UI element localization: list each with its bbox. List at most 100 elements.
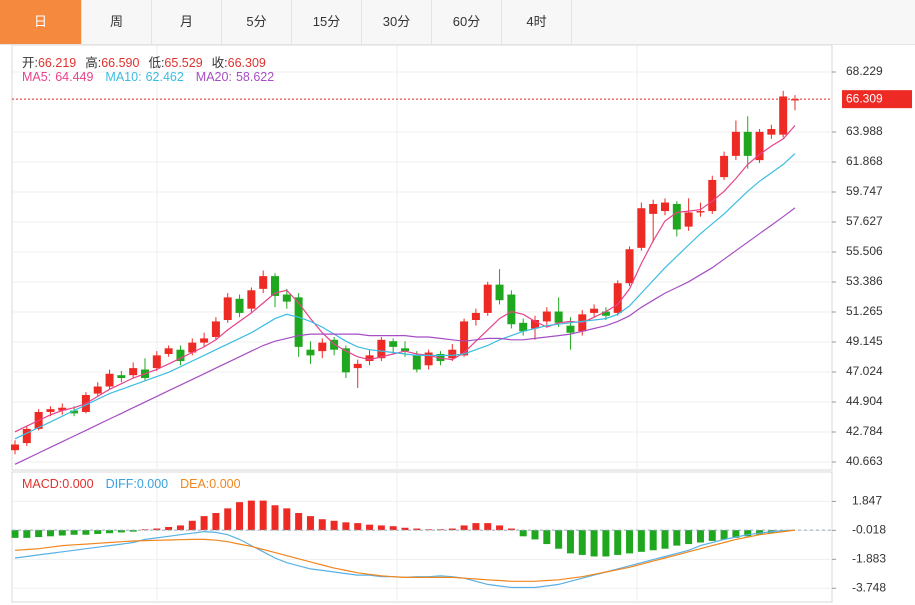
macd-bar [637,530,645,552]
tab[interactable]: 60分 [432,0,502,44]
macd-bar [306,516,314,531]
macd-bar [496,525,504,531]
candle-body [46,409,55,412]
tab[interactable]: 日 [0,0,82,44]
macd-bar [165,526,173,531]
y-tick-label: 59.747 [846,184,883,198]
candle-body [70,410,79,414]
ohlc-value: 66.590 [101,56,140,70]
ma-line [14,153,796,440]
legend-value: 0.000 [209,477,241,491]
candle-body [672,203,681,230]
macd-bar [448,528,456,531]
y-tick-label: 68.229 [846,64,883,78]
legend-name: DIFF: [105,477,137,491]
y-tick-label: 63.988 [846,124,883,138]
tab[interactable]: 30分 [362,0,432,44]
ohlc-label: 高: [85,56,102,70]
macd-bar [484,523,492,531]
candle-body [791,99,799,101]
candle-body [720,155,729,178]
ohlc-value: 66.219 [37,56,77,70]
candle-body [566,325,575,333]
macd-bar [271,505,279,531]
candle-body [495,284,504,301]
candle-body [731,131,740,156]
candle-body [684,212,693,227]
macd-bar [129,530,137,532]
ohlc-label: 收: [211,56,228,70]
candle-body [235,298,244,313]
macd-bar [283,508,291,531]
legend-name: DEA: [180,477,210,491]
macd-bar [519,530,527,537]
macd-bar [106,530,114,534]
tab[interactable]: 周 [82,0,152,44]
y-tick-label: 47.024 [846,364,883,378]
macd-bar [696,530,704,543]
candle-body [22,428,31,444]
period-tabs: 日周月 5分 15分 30分 60分 4时 [0,0,915,45]
candle-body [436,353,445,362]
macd-bar [58,530,66,536]
candle-body [531,320,539,329]
tab[interactable]: 4时 [502,0,572,44]
ohlc-value: 65.529 [164,56,203,70]
macd-bar [354,523,362,531]
macd-bar [11,530,19,538]
macd-bar [212,513,220,531]
legend-value: 0.000 [136,477,169,491]
candle-body [471,312,480,320]
macd-bar [377,525,385,531]
candle-body [377,339,386,359]
macd-bar [224,508,232,531]
candle-body [779,96,788,135]
candle-body [448,349,457,359]
y-tick-label: 1.847 [852,494,882,508]
ohlc-value: 66.309 [227,56,266,70]
candle-body [93,386,102,394]
tab[interactable]: 15分 [292,0,362,44]
y-tick-label: 49.145 [846,334,883,348]
tab[interactable]: 月 [152,0,222,44]
ma-legend: MA5: 64.449 MA10: 62.462 MA20: 58.622 [22,70,286,84]
macd-bar [708,530,716,541]
tab[interactable]: 5分 [222,0,292,44]
legend-name: MACD: [22,477,63,491]
candle-body [282,294,291,302]
candle-body [223,297,232,320]
macd-bar [23,530,31,538]
y-tick-label: 42.784 [846,424,883,438]
candle-body [590,308,599,313]
candle-body [306,349,315,356]
candle-body [401,348,409,352]
candle-body [519,322,528,332]
candle-body [483,284,492,313]
candle-body [271,276,279,296]
legend-value: 58.622 [235,70,275,84]
macd-bar [176,525,184,531]
macd-bar [661,530,669,549]
macd-bar [566,530,574,554]
macd-bar [200,516,208,531]
macd-bar [94,530,102,534]
ma-line [14,125,796,433]
y-tick-label: 40.663 [846,454,883,468]
macd-bar [732,530,740,538]
price-tag-box [842,90,912,109]
y-tick-label: -0.018 [852,523,886,537]
candle-body [117,375,126,379]
candle-body [625,249,634,284]
legend-value: 64.449 [55,70,94,84]
candle-body [365,355,374,362]
legend-value: 0.000 [62,477,94,491]
macd-bar [626,530,634,554]
macd-bar [543,530,551,545]
macd-bar [389,526,397,531]
candle-body [460,321,469,356]
macd-bar [685,530,693,545]
candle-body [613,283,622,313]
candle-body [424,352,433,366]
candle-body [601,311,610,316]
